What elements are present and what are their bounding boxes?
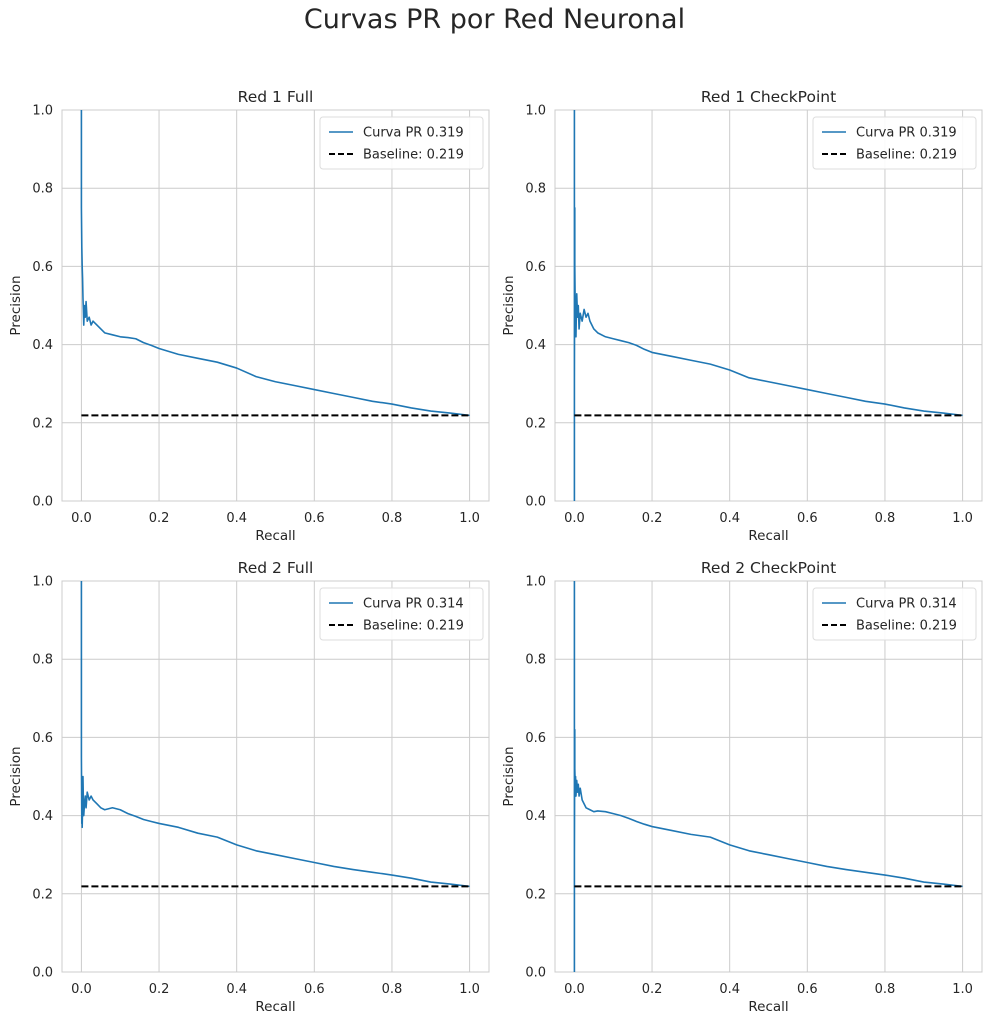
pr-curve-line	[80, 110, 470, 417]
legend: Curva PR 0.314 Baseline: 0.219	[812, 587, 977, 641]
y-axis-label: Precision	[8, 275, 24, 335]
y-tick-label: 0.0	[32, 495, 53, 510]
legend-entry: Curva PR 0.314	[363, 597, 464, 612]
plot-area	[555, 581, 982, 972]
y-tick-label: 0.6	[32, 260, 53, 275]
subplot-title: Red 1 CheckPoint	[701, 88, 836, 106]
x-tick-label: 0.2	[149, 511, 170, 526]
legend-box	[319, 116, 484, 170]
x-tick-label: 0.6	[797, 511, 818, 526]
subplot-title: Red 2 Full	[238, 559, 314, 577]
x-tick-label: 1.0	[459, 511, 480, 526]
y-axis-label: Precision	[8, 746, 24, 806]
x-tick-label: 0.6	[304, 982, 325, 997]
legend-entry: Curva PR 0.319	[363, 126, 464, 141]
y-tick-label: 0.2	[525, 416, 546, 431]
y-tick-label: 1.0	[32, 575, 53, 590]
x-axis-label: Recall	[255, 528, 295, 544]
y-tick-label: 0.2	[32, 887, 53, 902]
legend-entry: Curva PR 0.314	[856, 597, 957, 612]
x-tick-label: 1.0	[952, 511, 973, 526]
pr-curve-line	[573, 110, 963, 501]
x-tick-label: 0.0	[71, 511, 92, 526]
x-axis-label: Recall	[748, 999, 788, 1015]
x-tick-label: 0.2	[642, 511, 663, 526]
subplot-2: 0.0 0.2 0.4 0.6 0.8 1.0 0.0 0.2 0.4 0.6 0.8 1.0 Red …	[501, 88, 983, 544]
x-tick-label: 0.8	[382, 511, 403, 526]
x-axis-label: Recall	[748, 528, 788, 544]
x-tick-label: 0.6	[304, 511, 325, 526]
subplot-title: Red 1 Full	[238, 88, 314, 106]
y-tick-label: 0.8	[525, 182, 546, 197]
legend-entry: Curva PR 0.319	[856, 126, 957, 141]
x-axis-label: Recall	[255, 999, 295, 1015]
plot-area	[62, 110, 489, 501]
y-tick-label: 0.6	[525, 731, 546, 746]
legend-entry: Baseline: 0.219	[363, 619, 464, 634]
x-tick-label: 0.2	[149, 982, 170, 997]
plot-area	[62, 581, 489, 972]
y-tick-label: 1.0	[525, 575, 546, 590]
x-tick-label: 0.6	[797, 982, 818, 997]
x-tick-label: 0.0	[564, 511, 585, 526]
y-tick-label: 0.0	[525, 966, 546, 981]
y-tick-label: 0.8	[32, 182, 53, 197]
subplot-title: Red 2 CheckPoint	[701, 559, 836, 577]
y-tick-label: 0.2	[32, 416, 53, 431]
legend: Curva PR 0.314 Baseline: 0.219	[319, 587, 484, 641]
subplot-1: 0.0 0.2 0.4 0.6 0.8 1.0 0.0 0.2 0.4 0.6 0.8 1.0 Red …	[8, 88, 490, 544]
x-tick-label: 0.4	[226, 511, 247, 526]
x-tick-label: 0.8	[875, 982, 896, 997]
legend-entry: Baseline: 0.219	[856, 148, 957, 163]
figure-title: Curvas PR por Red Neuronal	[303, 4, 686, 35]
y-tick-label: 0.4	[525, 338, 546, 353]
y-tick-label: 1.0	[525, 104, 546, 119]
x-tick-label: 0.8	[382, 982, 403, 997]
x-tick-label: 0.4	[226, 982, 247, 997]
legend: Curva PR 0.319 Baseline: 0.219	[812, 116, 977, 170]
y-tick-label: 0.8	[32, 653, 53, 668]
legend-entry: Baseline: 0.219	[856, 619, 957, 634]
axes-frame	[61, 109, 490, 502]
legend: Curva PR 0.319 Baseline: 0.219	[319, 116, 484, 170]
x-tick-label: 0.0	[71, 982, 92, 997]
x-tick-label: 0.2	[642, 982, 663, 997]
y-tick-label: 0.6	[32, 731, 53, 746]
axes-frame	[61, 580, 490, 973]
x-tick-label: 0.4	[719, 511, 740, 526]
y-axis-label: Precision	[501, 746, 517, 806]
y-tick-label: 0.0	[32, 966, 53, 981]
y-tick-label: 0.6	[525, 260, 546, 275]
axes-frame	[554, 580, 983, 973]
y-tick-label: 0.0	[525, 495, 546, 510]
y-tick-label: 0.2	[525, 887, 546, 902]
legend-entry: Baseline: 0.219	[363, 148, 464, 163]
x-tick-label: 1.0	[952, 982, 973, 997]
plot-area	[555, 110, 982, 501]
x-tick-label: 0.0	[564, 982, 585, 997]
y-tick-label: 1.0	[32, 104, 53, 119]
y-tick-label: 0.4	[32, 809, 53, 824]
y-tick-label: 0.8	[525, 653, 546, 668]
subplot-4: 0.0 0.2 0.4 0.6 0.8 1.0 0.0 0.2 0.4 0.6 0.8 1.0 Red …	[501, 559, 983, 1015]
x-tick-label: 1.0	[459, 982, 480, 997]
x-tick-label: 0.8	[875, 511, 896, 526]
y-tick-label: 0.4	[525, 809, 546, 824]
y-axis-label: Precision	[501, 275, 517, 335]
legend-box	[812, 587, 977, 641]
subplot-3: 0.0 0.2 0.4 0.6 0.8 1.0 0.0 0.2 0.4 0.6 0.8 1.0 Red …	[8, 559, 490, 1015]
x-tick-label: 0.4	[719, 982, 740, 997]
legend-box	[812, 116, 977, 170]
y-tick-label: 0.4	[32, 338, 53, 353]
legend-box	[319, 587, 484, 641]
pr-curve-line	[573, 581, 963, 972]
axes-frame	[554, 109, 983, 502]
pr-curve-line	[80, 581, 470, 888]
